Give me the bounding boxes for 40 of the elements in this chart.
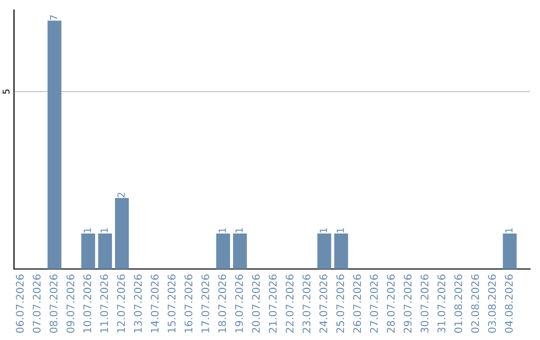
x-tick-label: 01.08.2026 [454, 274, 462, 333]
x-tick-label: 25.07.2026 [336, 274, 344, 333]
x-tick-label: 22.07.2026 [286, 274, 294, 333]
x-tick-label: 07.07.2026 [32, 274, 41, 333]
x-tick-label: 13.07.2026 [134, 274, 142, 332]
x-tick-label: 26.07.2026 [353, 274, 362, 333]
data-label: 7 [50, 15, 58, 20]
x-tick-label: 24.07.2026 [319, 274, 328, 333]
x-tick-label: 27.07.2026 [370, 274, 378, 333]
data-label: 1 [320, 228, 327, 232]
x-tick-label: 03.08.2026 [488, 274, 496, 333]
x-tick-label: 20.07.2026 [252, 274, 260, 333]
x-tick-label: 09.07.2026 [66, 274, 74, 333]
x-tick-label: 30.07.2026 [420, 274, 428, 333]
data-label: 1 [218, 228, 226, 232]
x-tick-label: 04.08.2026 [504, 274, 513, 333]
data-label: 1 [236, 228, 243, 232]
x-tick-label: 14.07.2026 [150, 274, 159, 332]
data-label: 1 [505, 228, 512, 232]
x-tick-label: 06.07.2026 [16, 274, 24, 333]
data-label: 1 [84, 228, 91, 232]
x-tick-label: 15.07.2026 [168, 274, 176, 332]
y-tick-label: 5 [2, 90, 10, 94]
x-tick-label: 02.08.2026 [471, 274, 480, 333]
x-tick-label: 28.07.2026 [386, 274, 395, 333]
x-tick-label: 12.07.2026 [117, 274, 125, 332]
data-label: 1 [100, 228, 108, 232]
x-tick-label: 21.07.2026 [268, 274, 277, 333]
x-tick-label: 19.07.2026 [235, 274, 243, 332]
x-tick-label: 18.07.2026 [218, 274, 226, 332]
x-tick-label: 16.07.2026 [184, 274, 192, 332]
x-tick-label: 17.07.2026 [201, 274, 210, 332]
data-label: 2 [117, 192, 125, 198]
x-tick-label: 31.07.2026 [437, 274, 446, 333]
x-tick-label: 23.07.2026 [302, 274, 310, 333]
x-tick-label: 29.07.2026 [404, 274, 412, 333]
x-tick-label: 10.07.2026 [83, 274, 92, 332]
data-label: 1 [336, 228, 344, 232]
x-tick-label: 08.07.2026 [50, 274, 58, 333]
x-tick-label: 11.07.2026 [100, 274, 108, 332]
